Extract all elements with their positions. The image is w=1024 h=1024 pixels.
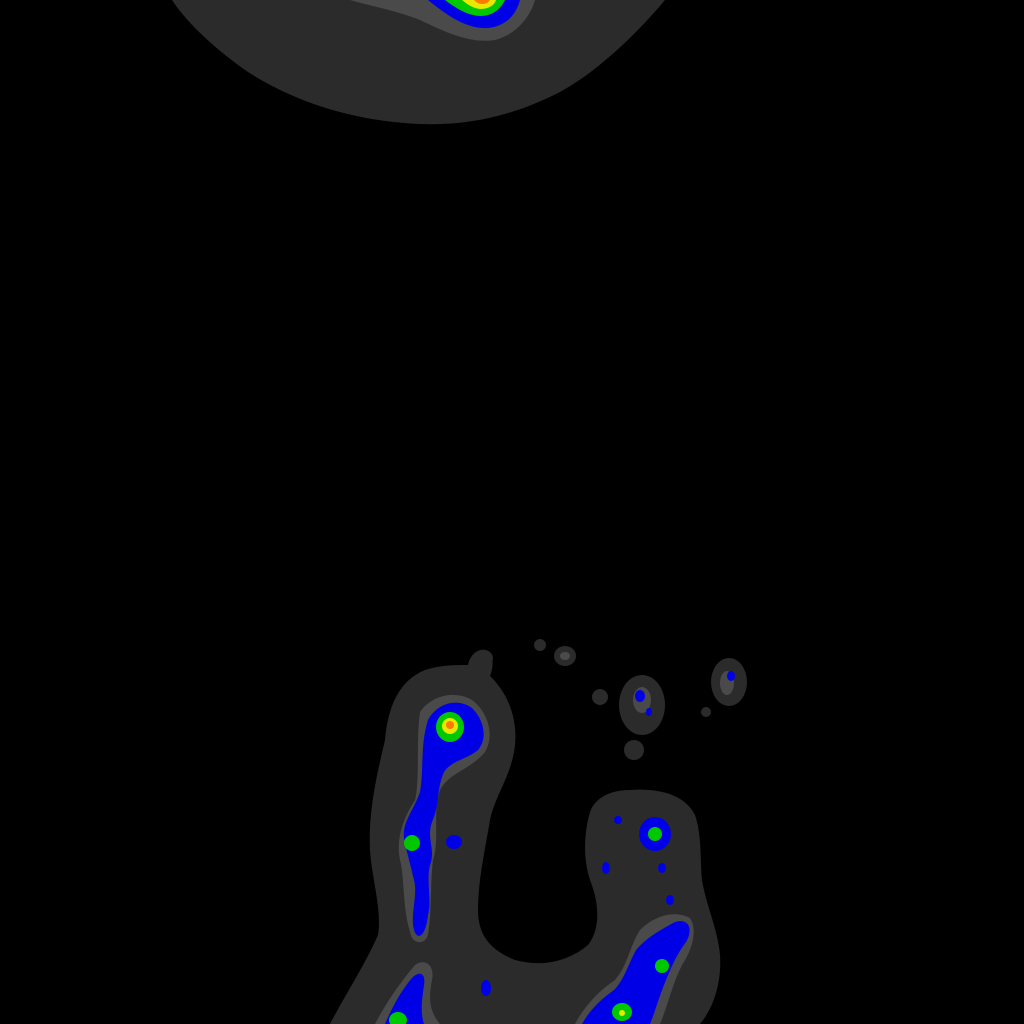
small-blue-spot-4 [614,816,622,824]
satellite-blob [475,650,493,666]
small-blue-spot-2 [666,895,674,905]
right-lobe-blue [582,921,690,1024]
top-disc [172,0,665,125]
right-upper-green [648,827,662,841]
satellite-blob-ring [560,652,570,660]
satellite-blobs [475,639,747,760]
small-blue-spot-3 [602,862,610,874]
satellite-blob [624,740,644,760]
satellite-blob [592,689,608,705]
satellite-blob-blue [646,708,652,716]
left-ridge-green-spot [404,835,420,851]
mid-blue-spot [446,835,462,849]
u-structure [330,649,721,1024]
small-blue-spot-5 [658,863,666,873]
top-disc-halo [172,0,665,125]
top-disc-peak [474,0,490,4]
right-lobe-green-1 [655,959,669,973]
left-ridge-peak [446,721,454,729]
satellite-blob-blue [635,690,645,702]
left-ridge-blue [403,702,484,936]
satellite-blob [534,639,546,651]
lower-left-green [389,1012,407,1024]
small-blue-spot-1 [481,980,491,996]
lower-left-blue [385,973,425,1024]
right-lobe-yellow [619,1010,625,1016]
satellite-blob-blue [727,671,735,681]
satellite-blob [701,707,711,717]
